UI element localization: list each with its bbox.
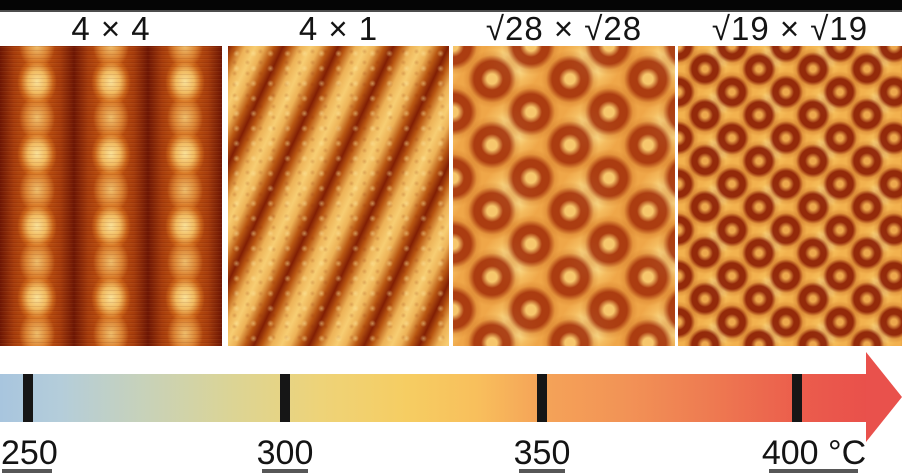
clipped-text-fragment bbox=[769, 469, 858, 473]
tick-250 bbox=[23, 374, 33, 422]
stm-image-sqrt28 bbox=[453, 46, 675, 346]
stm-image-4x4 bbox=[0, 46, 222, 346]
temp-label-400c: 400 °C bbox=[761, 434, 867, 472]
panel-label-sqrt28: √28 × √28 bbox=[485, 10, 643, 47]
stm-image-sqrt19 bbox=[678, 46, 902, 346]
tick-300 bbox=[280, 374, 290, 422]
clipped-text-fragment bbox=[519, 469, 565, 473]
panel-label-4x4: 4 × 4 bbox=[71, 10, 151, 47]
temperature-gradient-bar bbox=[0, 374, 868, 422]
arrow-head-icon bbox=[866, 352, 902, 442]
temp-label-250: 250 bbox=[1, 434, 58, 472]
clipped-text-fragment bbox=[2, 469, 52, 473]
panel-label-4x1: 4 × 1 bbox=[298, 10, 379, 47]
temp-label-350: 350 bbox=[513, 434, 571, 472]
temp-label-300: 300 bbox=[256, 434, 314, 472]
tick-400 bbox=[792, 374, 802, 422]
tick-350 bbox=[537, 374, 547, 422]
stm-image-4x1 bbox=[228, 46, 449, 346]
panel-label-sqrt19: √19 × √19 bbox=[711, 10, 869, 47]
top-black-bar bbox=[0, 0, 902, 12]
clipped-text-fragment bbox=[262, 469, 308, 473]
